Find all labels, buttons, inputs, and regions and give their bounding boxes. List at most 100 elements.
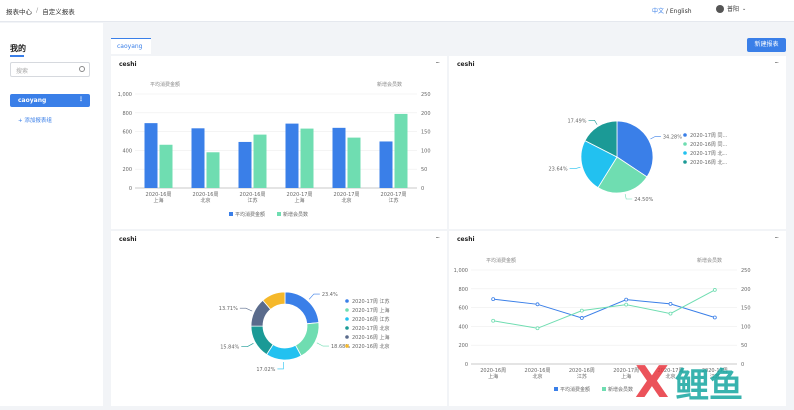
legend-label: 2020-16周 北京 [352,343,389,350]
legend-label: 2020-17周 江苏 [352,298,389,305]
more-icon[interactable]: ⋮ [78,96,84,103]
lang-chinese[interactable]: 中文 [652,8,665,15]
label-leader [588,120,598,125]
x-tick-label: 2020-16周 [525,368,551,374]
legend-label: 2020-17周 北京 [352,325,389,332]
series-line [493,289,716,329]
legend-swatch [683,133,687,137]
x-tick-label: 北京 [665,373,675,380]
x-tick-label: 上海 [488,373,498,380]
y2-tick-label: 250 [421,92,431,98]
x-tick-label: 江苏 [577,373,587,380]
search-placeholder: 搜索 [16,68,29,75]
data-point [712,315,717,320]
more-icon[interactable]: ··· [435,234,440,242]
legend-swatch [345,299,349,303]
right-axis-label: 新增会员数 [697,257,722,264]
y2-tick-label: 200 [741,287,751,293]
y-tick-label: 1,000 [454,268,468,274]
slice-label: 15.84% [220,345,239,351]
y2-tick-label: 150 [421,130,431,136]
y-tick-label: 800 [458,287,468,293]
sidebar-item-label: caoyang [18,97,47,104]
legend-swatch [345,317,349,321]
chart-card-3: ceshi ··· 23.4% 18.68% 17.02% 15.84% 13.71% 2… [111,231,447,406]
x-tick-label: 上海 [153,197,163,204]
top-bar: 报表中心 / 自定义报表 中文 / English 普阳 ⌄ [0,0,794,22]
label-leader [650,136,661,140]
x-tick-label: 2020-16周 [240,192,266,198]
x-tick-label: 2020-17周 [613,368,639,374]
legend-swatch [602,387,606,391]
more-icon[interactable]: ··· [774,59,779,67]
breadcrumb-report-center[interactable]: 报表中心 [6,8,32,16]
lang-english[interactable]: English [669,8,692,15]
legend-label: 新增会员数 [608,386,633,393]
label-leader [316,342,330,347]
data-point [712,288,717,292]
legend-swatch [683,151,687,155]
slice-label: 18.68% [331,344,350,350]
sidebar: 我的 搜索 caoyang ⋮ + 添加报表组 [0,23,103,406]
more-icon[interactable]: ··· [774,234,779,242]
bar [253,134,267,188]
label-leader [241,343,254,347]
legend-label: 平均消费金额 [235,211,265,218]
search-input[interactable]: 搜索 [10,62,90,77]
pie-slice [584,120,618,158]
bar [332,127,346,188]
label-leader [277,361,284,370]
pie-slice [250,325,274,356]
sidebar-item-caoyang[interactable]: caoyang ⋮ [10,94,90,107]
add-report-group-link[interactable]: + 添加报表组 [18,118,52,124]
x-tick-label: 北京 [200,197,210,204]
language-switch[interactable]: 中文 / English [652,6,692,15]
watermark-logo: X 鲤鱼 [635,357,743,405]
y-tick-label: 600 [122,130,132,136]
y2-tick-label: 50 [741,343,747,349]
bar [347,137,361,188]
data-point [491,318,496,323]
donut-chart: 23.4% 18.68% 17.02% 15.84% 13.71% 2020-17周 江苏… [219,291,389,373]
slice-label: 17.02% [256,367,275,373]
user-name: 普阳 [727,6,740,13]
more-icon[interactable]: ··· [435,59,440,67]
x-tick-label: 北京 [532,373,542,380]
user-menu[interactable]: 普阳 ⌄ [716,4,746,13]
card-title: ceshi [119,236,137,243]
x-tick-label: 上海 [621,373,631,380]
svg-text:X: X [635,357,669,405]
avatar [716,4,724,13]
y2-tick-label: 150 [741,306,751,312]
new-report-button[interactable]: 新建报表 [747,38,786,52]
x-tick-label: 2020-17周 [381,192,407,198]
data-point [668,311,673,316]
x-tick-label: 2020-17周 [334,192,360,198]
data-point [624,297,629,302]
tab-caoyang[interactable]: caoyang [111,38,151,54]
chart-card-4: ceshi ··· 平均消费金额 新增会员数 0 200 400 600 800 1,000 0… [449,231,786,406]
x-tick-label: 江苏 [247,197,257,204]
y-tick-label: 1,000 [118,92,132,98]
legend-swatch [345,326,349,330]
label-leader [624,194,633,200]
card-title: ceshi [457,236,475,243]
y2-tick-label: 200 [421,111,431,117]
slice-label: 24.50% [634,197,653,203]
legend-label: 2020-17周 上海 [352,307,389,314]
legend-swatch [683,142,687,146]
slice-label: 23.64% [549,167,568,173]
label-leader [569,166,581,169]
legend-label: 2020-16周 上海 [352,334,389,341]
bar [379,141,393,188]
bar [238,141,252,188]
data-point [535,326,540,331]
data-point [535,302,540,307]
y2-tick-label: 50 [421,167,427,173]
bar [394,113,408,188]
x-tick-label: 江苏 [710,373,720,380]
data-point [579,316,584,320]
search-icon[interactable] [79,66,85,72]
bar-chart: 平均消费金额 新增会员数02004006008001,00005010015020… [118,81,431,218]
bar [144,123,158,188]
